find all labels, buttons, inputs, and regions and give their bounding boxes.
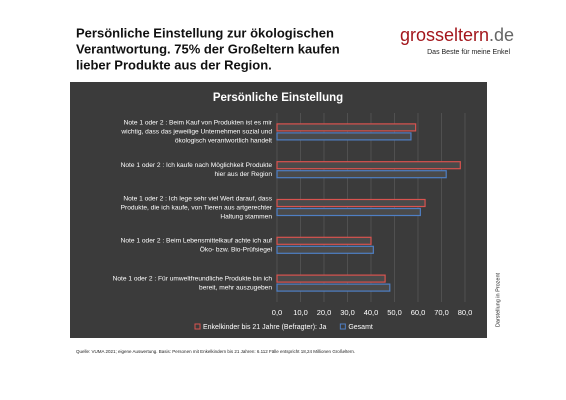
x-tick-label: 50,0 [387, 308, 402, 317]
x-tick-label: 0,0 [272, 308, 282, 317]
bar [276, 132, 412, 141]
category-label: Note 1 oder 2 : Beim Kauf von Produkten … [124, 120, 273, 127]
logo: grosseltern.de [400, 25, 514, 45]
x-tick-label: 40,0 [364, 308, 379, 317]
category-label: ökologisch verantwortlich handelt [175, 138, 272, 145]
legend-label: Enkelkinder bis 21 Jahre (Befragter): Ja [203, 324, 326, 331]
category-label: Produkte, die ich kaufe, von Tieren aus … [121, 204, 273, 211]
category-label: Note 1 oder 2 : Ich kaufe nach Möglichke… [121, 162, 273, 169]
x-tick-label: 70,0 [434, 308, 449, 317]
x-tick-label: 10,0 [293, 308, 308, 317]
category-label: hier aus der Region [214, 171, 272, 178]
bar [276, 170, 447, 179]
bar [276, 207, 421, 217]
bar [276, 283, 391, 292]
legend-swatch [339, 323, 346, 330]
category-label: bereit, mehr auszugeben [199, 284, 272, 291]
axis-note: Darstellung in Prozent [495, 272, 501, 327]
category-label: Note 1 oder 2 : Ich lege sehr viel Wert … [123, 195, 272, 202]
logo-main: grosseltern [400, 25, 489, 45]
source: Quelle: VUMA 2021; eigene Auswertung. Ba… [76, 349, 355, 354]
x-tick-label: 30,0 [340, 308, 355, 317]
legend-swatch [194, 323, 201, 330]
bar [276, 274, 386, 283]
bar [276, 236, 372, 245]
x-tick-label: 60,0 [411, 308, 426, 317]
logo-tld: .de [489, 25, 514, 45]
x-tick-label: 80,0 [458, 308, 473, 317]
title-line: Verantwortung. 75% der Großeltern kaufen [76, 41, 340, 56]
plot: 0,0 10,0 20,0 30,0 40,0 50,0 60,0 70,0 80,0 Note … [113, 113, 473, 331]
legend-label: Gesamt [348, 324, 373, 331]
category-label: Note 1 oder 2 : Beim Lebensmittelkauf ac… [121, 238, 273, 245]
category-label: wichtig, dass das jeweilige Unternehmen … [120, 129, 272, 136]
chart-title: Persönliche Einstellung [213, 92, 343, 104]
title-line: lieber Produkte aus der Region. [76, 57, 272, 72]
tagline: Das Beste für meine Enkel [427, 49, 510, 56]
category-label: Note 1 oder 2 : Für umweltfreundliche Pr… [113, 275, 273, 282]
bar [276, 161, 461, 170]
bar [276, 123, 417, 132]
bar [276, 198, 426, 208]
bar [276, 245, 374, 254]
category-label: Öko- bzw. Bio-Prüfsiegel [200, 246, 273, 254]
headline: Persönliche Einstellung zur ökologischen… [76, 25, 340, 72]
category-label: Haltung stammen [220, 213, 272, 220]
title-line: Persönliche Einstellung zur ökologischen [76, 25, 334, 40]
x-tick-label: 20,0 [317, 308, 332, 317]
